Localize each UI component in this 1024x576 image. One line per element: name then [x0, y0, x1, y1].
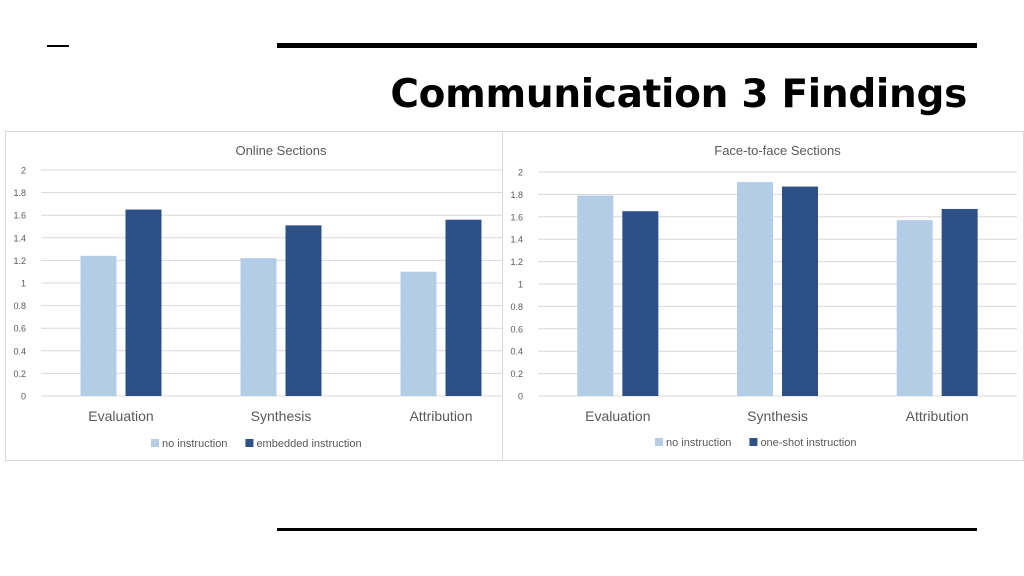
chart2-y-tick-label: 0 [518, 392, 523, 402]
top-rule [277, 43, 977, 48]
chart1-y-tick-label: 0.4 [13, 346, 26, 356]
chart2-bar-one-shot-instruction-evaluation [622, 211, 659, 396]
chart2-y-tick-label: 0.4 [510, 347, 523, 357]
chart1-y-tick-label: 0.6 [13, 324, 26, 334]
chart2-legend-label-no-instruction: no instruction [666, 437, 731, 449]
chart1-y-tick-label: 1.4 [13, 233, 26, 243]
chart1-y-tick-label: 0.2 [13, 369, 26, 379]
chart2-y-tick-label: 0.2 [510, 369, 523, 379]
chart2-legend-swatch-one-shot-instruction [749, 438, 758, 446]
online-sections-chart-svg: Online Sections 0 0.2 0.4 0.6 0.8 1 1.2 1.4 1.6 1.… [13, 143, 521, 450]
chart1-y-tick-label: 1 [21, 279, 26, 289]
chart2-y-tick-label: 0.8 [510, 302, 523, 312]
chart1-legend-swatch-embedded-instruction [245, 439, 254, 447]
chart1-x-tick-label: Synthesis [251, 408, 312, 424]
chart1-legend-label-no-instruction: no instruction [162, 438, 227, 450]
chart2-title: Face-to-face Sections [714, 143, 841, 158]
chart2-x-tick-label: Synthesis [747, 408, 808, 424]
face-to-face-sections-chart-svg: Face-to-face Sections 0 0.2 0.4 0.6 0.8 1 1.2 1.… [510, 143, 1017, 449]
chart1-bar-embedded-instruction-synthesis [285, 225, 322, 396]
chart2-bar-one-shot-instruction-synthesis [782, 186, 818, 396]
chart2-bar-one-shot-instruction-attribution [941, 208, 978, 396]
chart2-bar-no-instruction-evaluation [577, 195, 614, 396]
chart1-y-tick-label: 1.2 [13, 256, 26, 266]
chart2-x-tick-label: Attribution [906, 408, 969, 424]
online-sections-chart: Online Sections 0 0.2 0.4 0.6 0.8 1 1.2 1.4 1.6 1.… [5, 131, 529, 461]
chart2-y-tick-label: 1.6 [510, 212, 523, 222]
chart1-bar-no-instruction-synthesis [240, 258, 277, 396]
chart1-legend-swatch-no-instruction [151, 439, 159, 447]
chart2-y-tick-label: 1.4 [510, 235, 523, 245]
chart1-y-tick-label: 0.8 [13, 301, 26, 311]
chart2-y-tick-label: 1.2 [510, 257, 523, 267]
chart1-y-tick-label: 2 [21, 166, 26, 176]
chart2-y-tick-label: 0.6 [510, 324, 523, 334]
chart1-bar-embedded-instruction-attribution [445, 219, 482, 396]
slide-dash-mark [47, 45, 69, 47]
chart2-legend-swatch-no-instruction [655, 438, 663, 446]
bottom-rule [277, 528, 977, 531]
chart1-legend-label-embedded-instruction: embedded instruction [256, 438, 361, 450]
slide-title: Communication 3 Findings [390, 72, 967, 117]
chart1-x-tick-label: Evaluation [88, 408, 153, 424]
chart1-y-tick-label: 0 [21, 392, 26, 402]
face-to-face-sections-chart: Face-to-face Sections 0 0.2 0.4 0.6 0.8 1 1.2 1.… [502, 131, 1024, 461]
chart1-bar-embedded-instruction-evaluation [125, 209, 162, 396]
chart2-x-tick-label: Evaluation [585, 408, 650, 424]
chart2-bar-no-instruction-attribution [896, 220, 933, 396]
chart2-y-tick-label: 2 [518, 168, 523, 178]
chart2-y-tick-label: 1 [518, 280, 523, 290]
chart1-x-tick-label: Attribution [409, 408, 472, 424]
chart2-bar-no-instruction-synthesis [737, 182, 773, 396]
chart1-bar-no-instruction-attribution [400, 271, 437, 396]
chart2-legend-label-one-shot-instruction: one-shot instruction [760, 437, 856, 449]
chart1-y-tick-label: 1.6 [13, 211, 26, 221]
chart1-bar-no-instruction-evaluation [80, 255, 117, 396]
chart1-title: Online Sections [235, 143, 327, 158]
chart1-y-tick-label: 1.8 [13, 188, 26, 198]
chart2-y-tick-label: 1.8 [510, 190, 523, 200]
